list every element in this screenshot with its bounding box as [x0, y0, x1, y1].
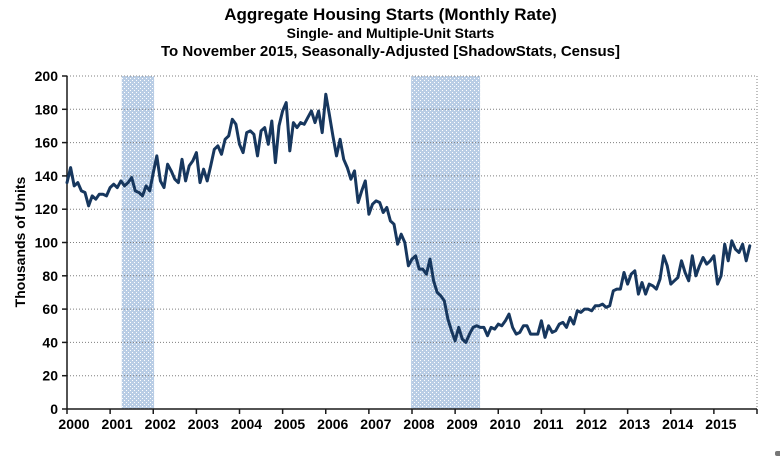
y-tick-label: 200 — [35, 68, 59, 84]
x-tick-label: 2015 — [705, 416, 736, 432]
y-tick-label: 160 — [35, 135, 59, 151]
axes-layer — [62, 75, 758, 414]
x-tick-label: 2001 — [102, 416, 133, 432]
x-tick-label: 2011 — [533, 416, 564, 432]
x-tick-label: 2013 — [619, 416, 650, 432]
x-tick-label: 2002 — [145, 416, 176, 432]
y-tick-label: 80 — [42, 268, 58, 284]
tick-labels-layer: 0 20 40 60 80 100 120 140 160 180 200 2000 2001 2002 2… — [35, 68, 737, 432]
x-tick-label: 2005 — [274, 416, 305, 432]
data-series-layer — [65, 92, 752, 344]
y-tick-label: 140 — [35, 168, 59, 184]
chart-header: Aggregate Housing Starts (Monthly Rate) … — [0, 4, 781, 61]
x-tick-label: 2006 — [317, 416, 348, 432]
y-tick-label: 20 — [42, 368, 58, 384]
recession-band — [121, 76, 155, 409]
y-axis-title: Thousands of Units — [12, 176, 28, 307]
x-tick-label: 2003 — [188, 416, 219, 432]
housing-starts-line — [65, 92, 752, 344]
x-tick-label: 2000 — [58, 416, 89, 432]
x-tick-label: 2014 — [662, 416, 693, 432]
x-tick-label: 2009 — [447, 416, 478, 432]
y-tick-label: 60 — [42, 301, 58, 317]
y-tick-label: 40 — [42, 334, 58, 350]
x-tick-label: 2012 — [576, 416, 607, 432]
x-tick-label: 2008 — [403, 416, 434, 432]
y-tick-label: 0 — [50, 401, 58, 417]
chart-title: Aggregate Housing Starts (Monthly Rate) — [224, 5, 557, 24]
x-tick-label: 2010 — [490, 416, 521, 432]
gridlines-layer — [67, 75, 758, 409]
corner-artifact — [775, 451, 780, 456]
x-tick-label: 2004 — [231, 416, 262, 432]
y-tick-label: 100 — [35, 235, 59, 251]
chart-subtitle-source: To November 2015, Seasonally-Adjusted [S… — [160, 43, 620, 60]
y-tick-label: 180 — [35, 101, 59, 117]
y-tick-label: 120 — [35, 201, 59, 217]
chart-subtitle: Single- and Multiple-Unit Starts — [286, 25, 495, 41]
x-tick-label: 2007 — [360, 416, 391, 432]
